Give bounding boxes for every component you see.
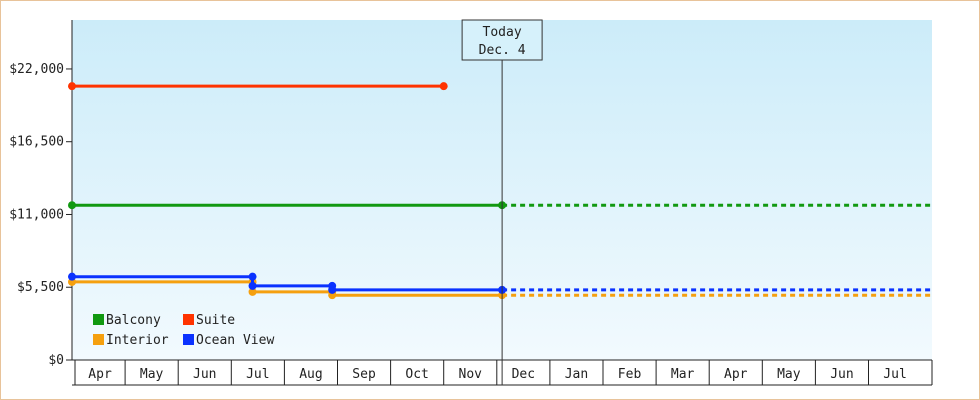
legend-label-suite: Suite [196, 313, 235, 328]
y-tick-label: $0 [48, 353, 64, 368]
series-point-ocean-view [248, 281, 257, 290]
x-tick-label: May [777, 367, 801, 382]
x-tick-label: Jan [565, 367, 588, 382]
y-tick-label: $5,500 [17, 280, 64, 295]
x-tick-label: Sep [352, 367, 376, 382]
series-point-interior [248, 287, 257, 296]
legend-swatch-balcony [93, 314, 104, 325]
x-tick-label: Jun [830, 367, 853, 382]
legend-label-balcony: Balcony [106, 313, 161, 328]
today-label-line1: Today [483, 25, 522, 40]
legend-swatch-ocean-view [183, 334, 194, 345]
series-line-ocean-view [72, 275, 503, 292]
today-label-line2: Dec. 4 [479, 43, 526, 58]
x-tick-label: Jun [193, 367, 216, 382]
x-tick-label: Mar [671, 367, 695, 382]
series-point-ocean-view [328, 285, 337, 294]
series-point-ocean-view [248, 272, 257, 281]
y-tick-label: $16,500 [9, 135, 64, 150]
legend-swatch-interior [93, 334, 104, 345]
series-point-suite [68, 82, 76, 91]
x-tick-label: Dec [512, 367, 535, 382]
legend-swatch-suite [183, 314, 194, 325]
x-tick-label: Feb [618, 367, 642, 382]
series-point-suite [439, 82, 448, 91]
x-tick-label: Oct [405, 367, 428, 382]
series-line-interior [72, 280, 503, 297]
y-tick-label: $11,000 [9, 207, 64, 222]
x-tick-label: Apr [88, 367, 112, 382]
x-tick-label: Apr [724, 367, 748, 382]
x-tick-label: Jul [246, 367, 269, 382]
series-point-ocean-view [68, 272, 76, 281]
legend-label-interior: Interior [106, 333, 169, 348]
x-tick-label: Aug [299, 367, 322, 382]
x-tick-label: Jul [883, 367, 906, 382]
x-tick-label: May [140, 367, 164, 382]
today-label-box [461, 19, 543, 61]
y-tick-label: $22,000 [9, 62, 64, 77]
x-tick-label: Nov [459, 367, 483, 382]
series-point-balcony [68, 201, 76, 210]
legend-label-ocean-view: Ocean View [196, 333, 274, 348]
